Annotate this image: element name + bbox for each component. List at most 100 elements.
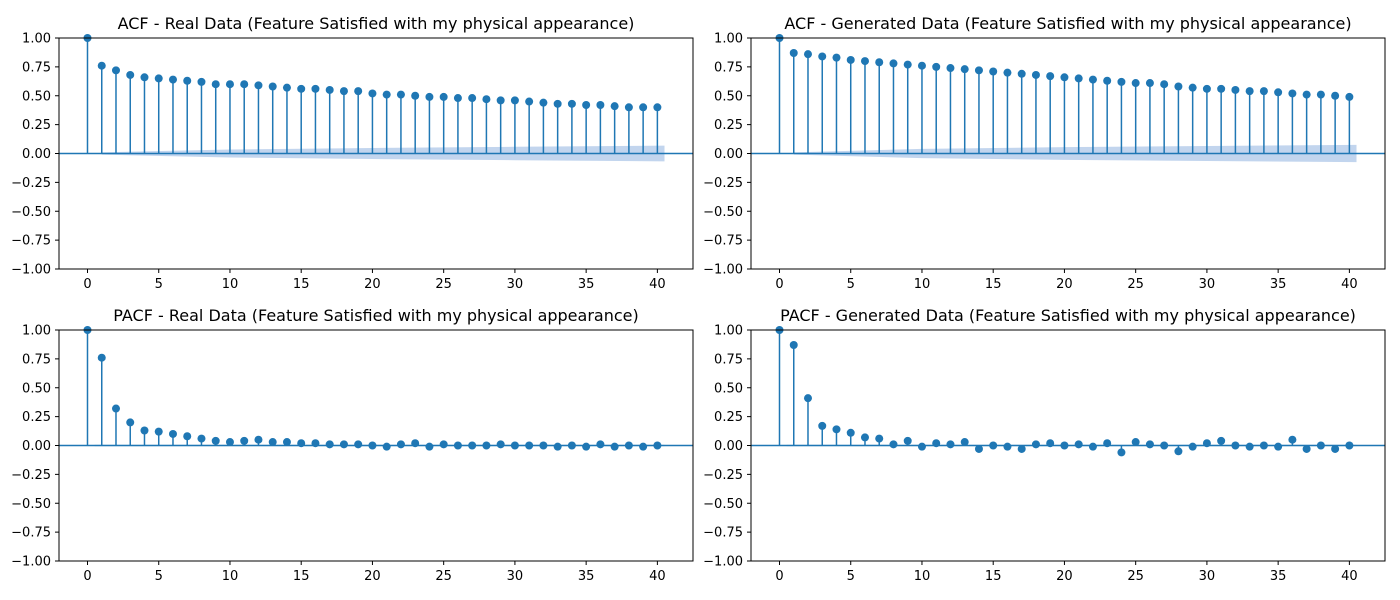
- marker-lag-8: [889, 59, 898, 68]
- y-tick-label: −0.75: [703, 526, 743, 541]
- marker-lag-23: [411, 91, 420, 100]
- y-tick-label: 0.00: [714, 147, 743, 162]
- chart-title: PACF - Real Data (Feature Satisfied with…: [113, 306, 638, 325]
- marker-lag-19: [354, 440, 363, 449]
- marker-lag-25: [1131, 438, 1140, 447]
- subplot-acf-real: 0 5 10 15 20 25 30 35 40 1.00 0.75 0.50 0.25 0.00 −0.2…: [11, 14, 694, 292]
- x-tick-label: 10: [914, 277, 931, 292]
- marker-lag-22: [1088, 442, 1097, 451]
- marker-lag-28: [1174, 82, 1183, 91]
- marker-lag-14: [282, 83, 291, 92]
- marker-lag-3: [818, 52, 827, 61]
- y-tick-label: 0.25: [22, 118, 51, 133]
- marker-lag-29: [1188, 442, 1197, 451]
- x-tick-label: 30: [1199, 277, 1216, 292]
- y-tick-label: −1.00: [11, 555, 51, 570]
- x-tick-label: 20: [364, 277, 381, 292]
- marker-lag-34: [567, 99, 576, 108]
- marker-lag-4: [140, 426, 149, 435]
- y-tick-label: −0.75: [703, 234, 743, 249]
- marker-lag-29: [1188, 83, 1197, 92]
- y-tick-label: 0.00: [22, 439, 51, 454]
- marker-lag-1: [789, 49, 798, 58]
- x-tick-label: 25: [435, 277, 452, 292]
- marker-lag-18: [339, 87, 348, 96]
- marker-lag-24: [425, 92, 434, 101]
- marker-lag-5: [846, 428, 855, 437]
- x-tick-label: 35: [578, 277, 595, 292]
- marker-lag-26: [453, 441, 462, 450]
- x-tick-label: 10: [222, 569, 239, 584]
- marker-lag-35: [1274, 442, 1283, 451]
- marker-lag-9: [211, 80, 220, 89]
- y-tick-label: 1.00: [714, 324, 743, 339]
- marker-lag-34: [567, 441, 576, 450]
- y-tick-label: 0.75: [22, 352, 51, 367]
- x-tick-label: 35: [578, 569, 595, 584]
- marker-lag-40: [653, 441, 662, 450]
- subplot-pacf-generated: 0 5 10 15 20 25 30 35 40 1.00 0.75 0.50 0.25 0.00 −0.2…: [703, 306, 1386, 584]
- y-tick-label: −1.00: [11, 263, 51, 278]
- marker-lag-8: [197, 77, 206, 86]
- x-tick-label: 15: [293, 569, 310, 584]
- y-tick-label: −0.25: [703, 468, 743, 483]
- y-tick-label: 1.00: [22, 324, 51, 339]
- x-tick-label: 0: [83, 277, 91, 292]
- marker-lag-14: [282, 438, 291, 447]
- marker-lag-2: [111, 66, 120, 75]
- y-tick-label: −0.50: [703, 205, 743, 220]
- marker-lag-2: [803, 394, 812, 403]
- marker-lag-9: [903, 436, 912, 445]
- marker-lag-16: [1003, 442, 1012, 451]
- marker-lag-32: [1231, 441, 1240, 450]
- x-tick-label: 40: [649, 569, 666, 584]
- marker-lag-9: [903, 60, 912, 69]
- marker-lag-15: [297, 84, 306, 93]
- marker-lag-15: [989, 441, 998, 450]
- marker-lag-6: [168, 75, 177, 84]
- marker-lag-32: [539, 441, 548, 450]
- marker-lag-32: [1231, 85, 1240, 94]
- y-tick-label: −0.75: [11, 526, 51, 541]
- x-tick-label: 40: [1341, 277, 1358, 292]
- marker-lag-24: [1117, 77, 1126, 86]
- marker-lag-35: [582, 100, 591, 109]
- marker-lag-8: [889, 440, 898, 449]
- marker-lag-12: [946, 440, 955, 449]
- marker-lag-7: [183, 76, 192, 85]
- x-tick-label: 30: [507, 277, 524, 292]
- marker-lag-13: [268, 82, 277, 91]
- marker-lag-24: [1117, 448, 1126, 457]
- y-tick-label: 0.75: [22, 60, 51, 75]
- marker-lag-4: [832, 425, 841, 434]
- y-tick-label: −0.25: [703, 176, 743, 191]
- marker-lag-27: [468, 441, 477, 450]
- marker-lag-21: [382, 90, 391, 99]
- marker-lag-26: [1145, 79, 1154, 88]
- y-tick-label: 0.00: [714, 439, 743, 454]
- marker-lag-40: [1345, 441, 1354, 450]
- y-tick-label: −1.00: [703, 555, 743, 570]
- marker-lag-28: [482, 95, 491, 104]
- marker-lag-19: [1046, 72, 1055, 81]
- marker-lag-11: [932, 439, 941, 448]
- marker-lag-10: [225, 438, 234, 447]
- x-tick-label: 0: [775, 569, 783, 584]
- x-tick-label: 0: [83, 569, 91, 584]
- marker-lag-13: [960, 65, 969, 74]
- marker-lag-4: [140, 73, 149, 82]
- marker-lag-33: [553, 99, 562, 108]
- marker-lag-39: [1331, 91, 1340, 100]
- marker-lag-3: [126, 418, 135, 427]
- marker-lag-30: [510, 96, 519, 105]
- marker-lag-7: [875, 434, 884, 443]
- marker-lag-12: [946, 64, 955, 73]
- marker-lag-7: [875, 58, 884, 67]
- marker-lag-30: [1202, 439, 1211, 448]
- y-tick-label: −0.50: [703, 497, 743, 512]
- marker-lag-29: [496, 96, 505, 105]
- marker-lag-10: [917, 61, 926, 70]
- marker-lag-29: [496, 440, 505, 449]
- marker-lag-17: [325, 85, 334, 94]
- marker-lag-11: [932, 62, 941, 71]
